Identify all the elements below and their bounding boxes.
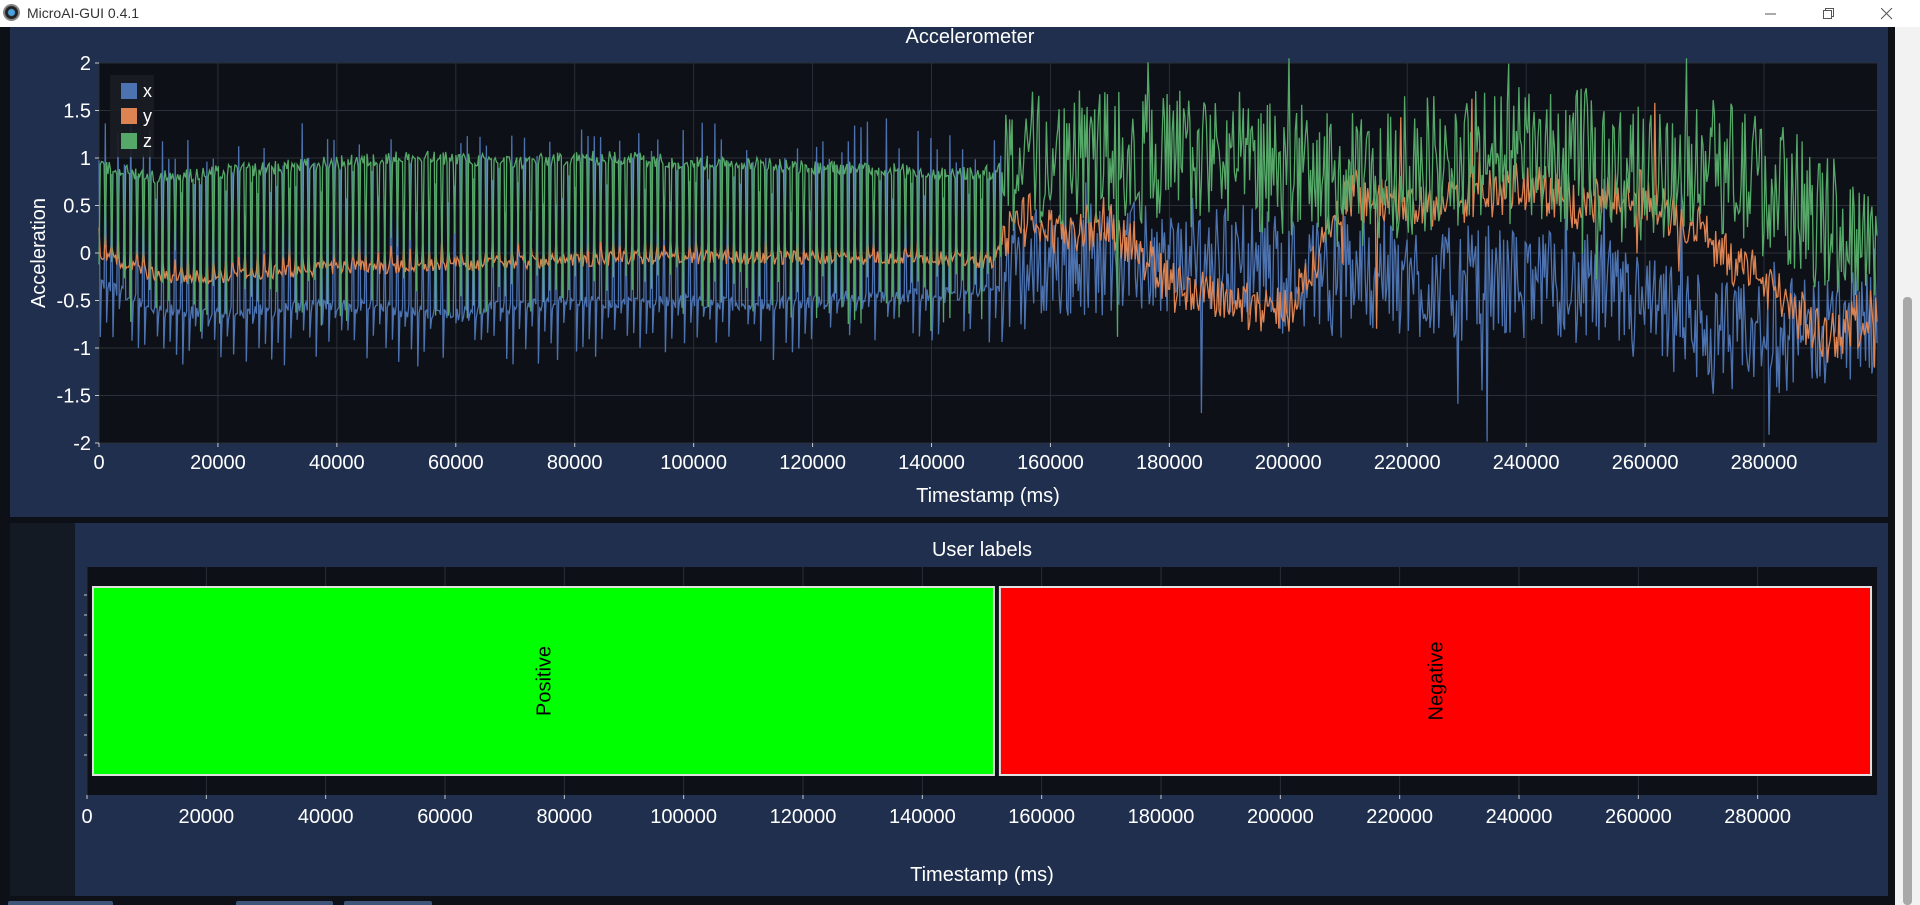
x-tick-label: 220000 xyxy=(1366,806,1433,828)
title-bar: MicroAI-GUI 0.4.1 xyxy=(0,0,1920,27)
y-tick-label: -1.5 xyxy=(57,386,91,408)
accelerometer-chart[interactable]: Accelerometer 0 20000 40000 60000 80000 10000… xyxy=(10,26,1888,517)
x-tick-label: 280000 xyxy=(1724,806,1791,828)
chart-title: Accelerometer xyxy=(906,27,1035,48)
chart-title: User labels xyxy=(932,539,1032,561)
x-tick-label: 80000 xyxy=(537,806,593,828)
x-tick-label: 200000 xyxy=(1247,806,1314,828)
y-tick-label: 2 xyxy=(80,53,91,75)
label-segment-positive[interactable] xyxy=(91,586,995,776)
legend-label-z: z xyxy=(143,131,152,151)
y-tick-label: 1 xyxy=(80,148,91,170)
series-line-z xyxy=(98,58,1878,337)
label-segment-negative[interactable] xyxy=(998,586,1873,776)
minimize-icon[interactable] xyxy=(1742,0,1800,27)
x-tick-label: 20000 xyxy=(190,452,246,474)
left-panel-strip xyxy=(10,523,75,896)
x-tick-label: 40000 xyxy=(309,452,365,474)
x-tick-label: 180000 xyxy=(1136,452,1203,474)
x-axis-label: Timestamp (ms) xyxy=(910,864,1054,886)
app-icon xyxy=(3,4,20,21)
legend-swatch-z xyxy=(121,133,137,149)
scrollbar-thumb[interactable] xyxy=(1903,297,1912,905)
y-tick-label: 1.5 xyxy=(63,101,91,123)
legend-label-x: x xyxy=(143,81,152,101)
x-tick-label: 40000 xyxy=(298,806,354,828)
x-tick-label: 240000 xyxy=(1493,452,1560,474)
x-tick-label: 240000 xyxy=(1486,806,1553,828)
x-tick-label: 60000 xyxy=(428,452,484,474)
legend-swatch-x xyxy=(121,83,137,99)
restore-icon[interactable] xyxy=(1800,0,1858,27)
bottom-tab-strip xyxy=(0,898,1895,905)
bottom-tab[interactable] xyxy=(344,901,432,905)
window-title: MicroAI-GUI 0.4.1 xyxy=(27,5,140,21)
x-tick-label: 220000 xyxy=(1374,452,1441,474)
x-tick-label: 260000 xyxy=(1605,806,1672,828)
x-tick-label: 20000 xyxy=(179,806,235,828)
y-tick-label: -1 xyxy=(73,338,91,360)
accelerometer-panel: Accelerometer 0 20000 40000 60000 80000 10000… xyxy=(10,26,1888,517)
legend-swatch-y xyxy=(121,108,137,124)
x-tick-label: 0 xyxy=(93,452,104,474)
x-tick-label: 280000 xyxy=(1731,452,1798,474)
series-line-x xyxy=(98,116,1878,442)
x-tick-label: 60000 xyxy=(417,806,473,828)
y-tick-label: -0.5 xyxy=(57,291,91,313)
x-tick-label: 140000 xyxy=(898,452,965,474)
y-tick-label: 0.5 xyxy=(63,196,91,218)
user-labels-chart[interactable]: User labels Positive Negative 0 20000 40000… xyxy=(75,523,1888,896)
user-labels-panel: User labels Positive Negative 0 20000 40000… xyxy=(75,523,1888,896)
bottom-tab[interactable] xyxy=(8,901,113,905)
x-tick-label: 160000 xyxy=(1017,452,1084,474)
legend-label-y: y xyxy=(143,106,152,126)
segment-label: Positive xyxy=(533,646,555,716)
vertical-scrollbar[interactable] xyxy=(1895,27,1920,905)
x-tick-label: 140000 xyxy=(889,806,956,828)
x-tick-label: 100000 xyxy=(660,452,727,474)
bottom-tab[interactable] xyxy=(236,901,333,905)
y-tick-label: 0 xyxy=(80,243,91,265)
x-tick-label: 80000 xyxy=(547,452,603,474)
x-tick-label: 100000 xyxy=(650,806,717,828)
close-icon[interactable] xyxy=(1858,0,1916,27)
y-tick-label: -2 xyxy=(73,433,91,455)
legend: x y z xyxy=(110,75,154,157)
y-axis-label: Acceleration xyxy=(28,198,50,308)
x-tick-label: 120000 xyxy=(779,452,846,474)
x-tick-label: 180000 xyxy=(1128,806,1195,828)
segment-label: Negative xyxy=(1425,642,1447,721)
x-tick-label: 0 xyxy=(81,806,92,828)
x-tick-label: 200000 xyxy=(1255,452,1322,474)
x-axis-label: Timestamp (ms) xyxy=(916,485,1060,507)
x-tick-label: 120000 xyxy=(770,806,837,828)
x-tick-label: 160000 xyxy=(1008,806,1075,828)
x-tick-label: 260000 xyxy=(1612,452,1679,474)
